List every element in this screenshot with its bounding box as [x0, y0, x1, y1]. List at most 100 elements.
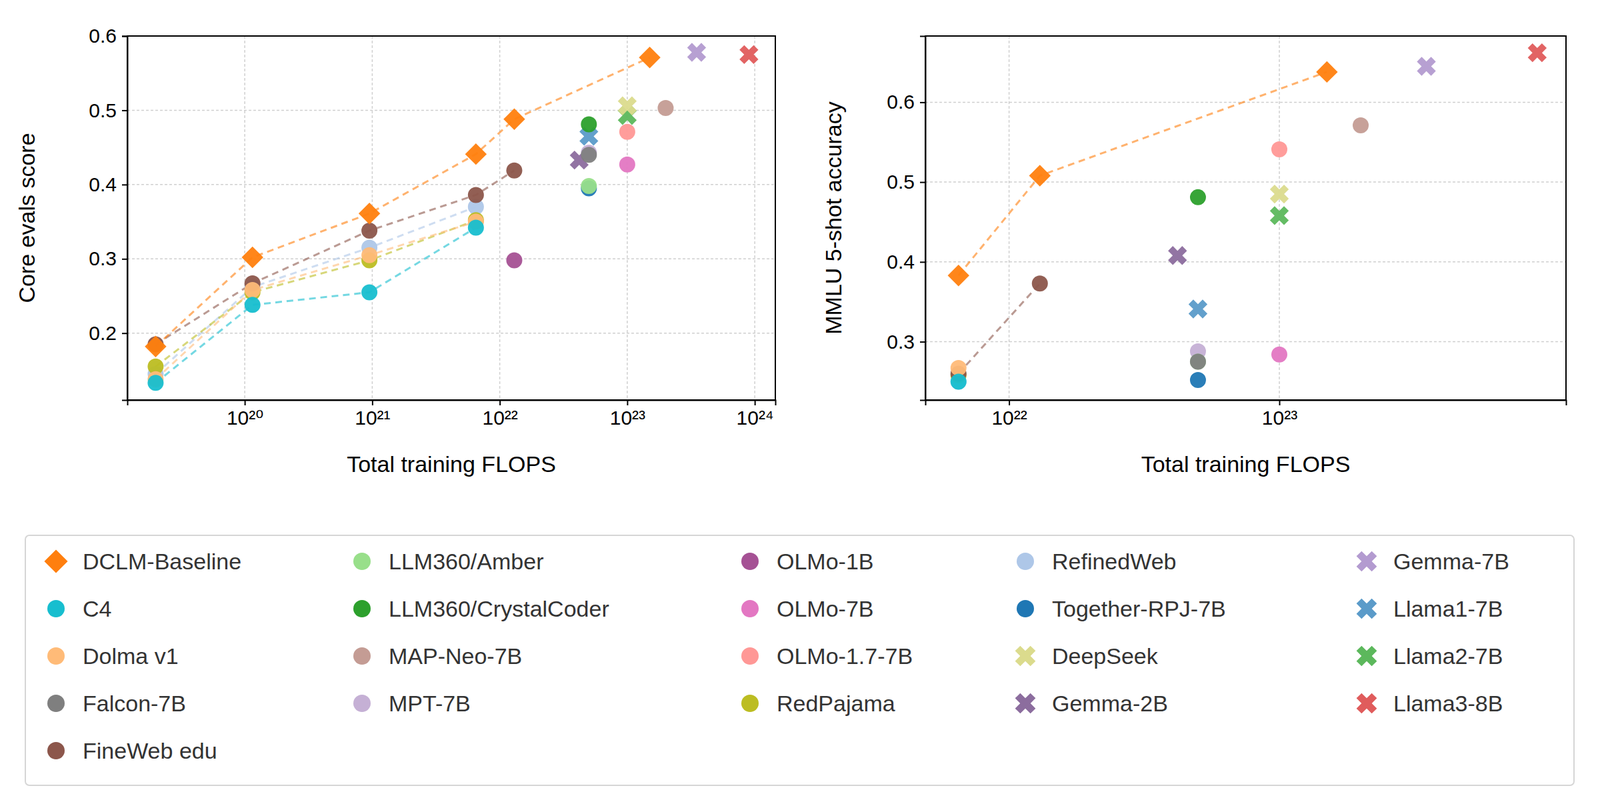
series-line [155, 57, 650, 346]
legend-label: Falcon-7B [82, 690, 186, 716]
x-axis-title: Total training FLOPS [346, 451, 556, 477]
y-axis-title: Core evals score [14, 132, 40, 303]
grid-line [925, 261, 1566, 263]
tick-mark [122, 258, 128, 260]
legend-label: DCLM-Baseline [82, 548, 242, 574]
tick: 0.5 [88, 99, 128, 122]
legend-label: OLMo-7B [776, 596, 874, 622]
tick-mark [754, 400, 756, 406]
tick-mark [372, 400, 374, 406]
tick-mark [1278, 400, 1280, 406]
point [361, 284, 378, 300]
point [1271, 141, 1288, 158]
point [1168, 246, 1187, 265]
legend-label: OLMo-1B [776, 548, 874, 574]
tick: 10²³ [1262, 400, 1298, 429]
tick: 0.4 [886, 250, 926, 273]
point [465, 143, 487, 165]
tick-mark [122, 110, 128, 112]
point [506, 162, 522, 179]
tick: 0.2 [88, 322, 128, 344]
legend-marker [353, 552, 371, 570]
y-axis-title: MMLU 5-shot accuracy [820, 101, 846, 335]
point [242, 246, 264, 268]
tick: 0.6 [886, 90, 926, 113]
legend-marker [353, 600, 371, 618]
legend-marker [1015, 646, 1036, 667]
tick-mark [122, 332, 128, 334]
legend-marker [47, 600, 65, 618]
tick-label: 0.4 [88, 173, 117, 196]
tick-label: 0.5 [886, 170, 915, 193]
tick: 0.4 [88, 173, 128, 196]
tick: 10²⁰ [226, 400, 264, 429]
legend-label: LLM360/CrystalCoder [388, 596, 610, 622]
point [1270, 206, 1289, 225]
legend-marker [1015, 693, 1036, 714]
tick-mark [1008, 400, 1010, 406]
x-axis: 10²⁰10²¹10²²10²³10²⁴ [128, 400, 776, 429]
series-line [155, 227, 476, 383]
x-axis: 10²² 10²³ [926, 400, 1567, 429]
point [1188, 299, 1208, 318]
tick-label: 10²² [991, 406, 1027, 429]
tick-label: 0.6 [88, 24, 117, 47]
tick-mark [499, 400, 501, 406]
grid-line [1008, 36, 1010, 400]
point [619, 156, 636, 173]
tick: 0.3 [88, 247, 128, 270]
grid-line [626, 36, 628, 400]
legend-marker [741, 694, 759, 712]
series-line [155, 170, 514, 345]
tick-mark [122, 36, 128, 38]
legend-label: Llama1-7B [1393, 596, 1503, 622]
grid-line [127, 110, 776, 112]
legend-marker [353, 694, 371, 712]
plot-area [144, 42, 758, 391]
legend-label: Gemma-2B [1052, 690, 1168, 716]
point [244, 296, 261, 313]
legend-marker [47, 694, 65, 712]
axis-line [128, 400, 776, 406]
tick: 0.5 [886, 170, 926, 193]
tick: 10²¹ [354, 400, 390, 429]
point [1416, 56, 1436, 76]
point [1316, 61, 1338, 83]
legend-marker [741, 600, 759, 618]
panel: 10²⁰10²¹10²²10²³10²⁴0.20.30.40.50.6Total… [14, 24, 776, 477]
legend-label: DeepSeek [1052, 643, 1159, 669]
point [619, 124, 636, 140]
tick: 10²² [482, 400, 518, 429]
tick: 10²² [991, 400, 1027, 429]
tick-mark [920, 261, 926, 263]
point [580, 178, 597, 194]
tick-mark [122, 184, 128, 186]
legend-marker [47, 647, 65, 665]
legend-label: OLMo-1.7-7B [776, 643, 913, 669]
tick-label: 0.2 [88, 322, 117, 344]
point [244, 282, 261, 298]
grid-line [244, 36, 246, 400]
tick-label: 10²¹ [354, 406, 390, 429]
point [657, 100, 674, 116]
grid-line [499, 36, 501, 400]
axis-line [920, 36, 926, 401]
legend-label: Together-RPJ-7B [1052, 596, 1226, 622]
series-line [155, 206, 476, 374]
legend-marker [741, 647, 759, 665]
legend-frame [25, 535, 1574, 786]
point [948, 264, 970, 286]
legend-label: Llama2-7B [1393, 643, 1503, 669]
plot-area [948, 43, 1547, 390]
point [361, 222, 378, 239]
point [1352, 117, 1369, 134]
point [638, 46, 660, 68]
legend-marker [1016, 600, 1034, 618]
point [1270, 184, 1289, 204]
legend-marker [1016, 552, 1034, 570]
point [687, 42, 706, 62]
tick-label: 10²³ [1262, 406, 1298, 429]
legend-label: FineWeb edu [82, 738, 218, 764]
point [358, 202, 380, 224]
grid-line [925, 341, 1566, 343]
